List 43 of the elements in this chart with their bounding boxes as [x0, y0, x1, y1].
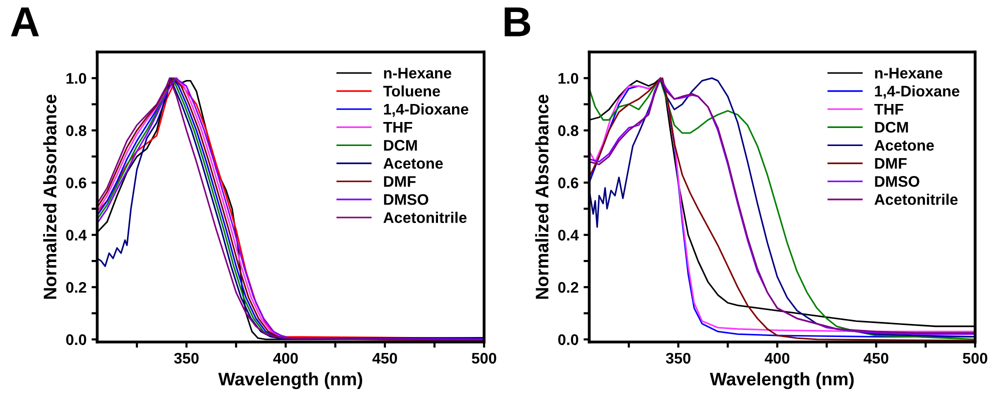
y-tick-label: 1.0 [66, 72, 86, 84]
legend-label: n-Hexane [875, 68, 942, 78]
x-axis-title: Wavelength (nm) [218, 372, 362, 390]
chart-title: A [10, 8, 39, 36]
legend-label: DMF [384, 176, 416, 187]
y-axis-title: Normalized Absorbance [535, 94, 548, 299]
legend-label: 1,4-Dioxane [875, 85, 960, 99]
x-tick-label: 350 [174, 352, 199, 364]
legend-label: DCM [875, 122, 908, 133]
legend-label: THF [383, 122, 412, 133]
x-tick-label: 450 [372, 352, 398, 364]
y-tick-label: 0.4 [558, 230, 579, 241]
y-tick-label: 0.6 [558, 178, 578, 188]
y-tick-label: 0.0 [66, 334, 86, 346]
legend-label: 1,4-Dioxane [384, 103, 468, 117]
y-tick-label: 1.0 [558, 72, 578, 84]
y-tick-label: 0.6 [66, 178, 86, 188]
legend-label: n-Hexane [384, 68, 452, 78]
legend-label: DCM [384, 140, 417, 151]
x-tick-label: 350 [666, 352, 690, 364]
y-tick-label: 0.8 [558, 125, 578, 136]
x-tick-label: 450 [864, 352, 888, 364]
legend-label: DMF [875, 158, 907, 169]
x-tick-label: 500 [962, 352, 988, 364]
y-tick-label: 0.8 [66, 125, 86, 136]
x-tick-label: 400 [764, 352, 790, 364]
legend-label: DMSO [875, 176, 920, 187]
legend-label: DMSO [384, 194, 428, 205]
legend-label: THF [874, 104, 904, 114]
x-axis-title: Wavelength (nm) [710, 372, 854, 390]
legend-label: Acetone [383, 158, 443, 169]
y-axis-title: Normalized Absorbance [43, 94, 56, 299]
y-tick-label: 0.0 [558, 334, 578, 346]
y-tick-label: 0.2 [66, 282, 86, 293]
legend-label: Acetonitrile [383, 212, 467, 223]
legend-label: Acetone [874, 140, 934, 151]
y-tick-label: 0.2 [558, 282, 578, 293]
chart-title: B [504, 8, 530, 36]
x-tick-label: 500 [472, 352, 496, 364]
legend-label: Toluene [383, 85, 440, 97]
x-tick-label: 400 [273, 352, 298, 364]
y-tick-label: 0.4 [66, 230, 87, 241]
legend-label: Acetonitrile [874, 194, 958, 205]
